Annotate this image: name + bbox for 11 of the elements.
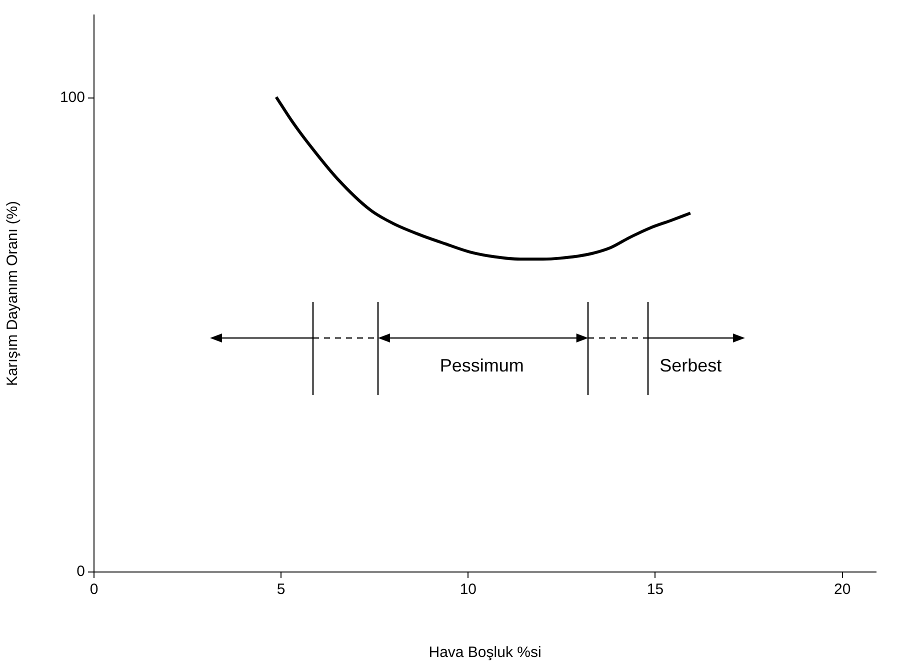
annotation: Pessimum <box>440 355 524 376</box>
x-tick-label: 20 <box>834 581 851 598</box>
x-tick-label: 5 <box>276 581 286 598</box>
x-tick-label: 0 <box>90 581 98 598</box>
line-series <box>274 96 692 261</box>
y-tick-label: 100 <box>60 89 85 106</box>
x-tick-label: 10 <box>460 581 477 598</box>
y-axis-title: Karışım Dayanım Oranı (%) <box>4 200 22 386</box>
x-axis-title: Hava Boşluk %si <box>428 644 542 662</box>
x-tick-label: 15 <box>646 581 664 598</box>
annotation: Serbest <box>660 355 722 376</box>
